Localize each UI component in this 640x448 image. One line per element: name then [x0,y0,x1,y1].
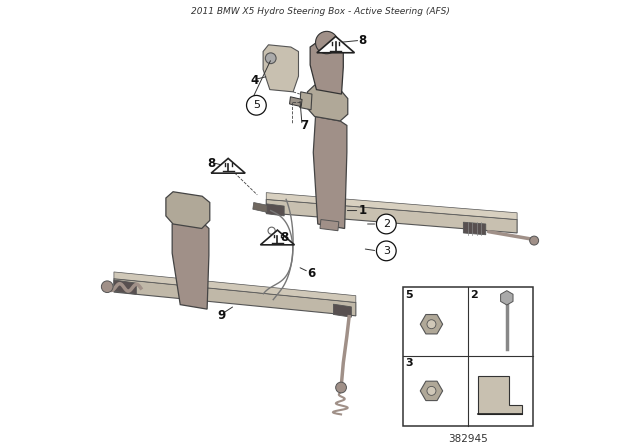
Text: 8: 8 [280,231,288,244]
Text: 9: 9 [218,309,225,323]
Circle shape [376,214,396,234]
Polygon shape [307,85,348,121]
Polygon shape [289,97,302,107]
Polygon shape [320,220,339,231]
Polygon shape [166,192,210,228]
Text: 1: 1 [358,204,367,217]
Polygon shape [263,45,298,92]
Text: 8: 8 [207,157,216,170]
Text: 2011 BMW X5 Hydro Steering Box - Active Steering (AFS): 2011 BMW X5 Hydro Steering Box - Active … [191,7,449,16]
Polygon shape [211,159,245,173]
Polygon shape [463,222,486,235]
Polygon shape [478,375,522,414]
Text: 3: 3 [383,246,390,256]
Text: 6: 6 [307,267,315,280]
Circle shape [101,281,113,293]
Polygon shape [317,36,355,53]
Text: 4: 4 [251,74,259,87]
Text: 2: 2 [383,219,390,229]
Circle shape [336,382,346,393]
Text: 7: 7 [300,119,308,132]
Polygon shape [310,43,343,94]
Text: 5: 5 [406,290,413,300]
Text: 382945: 382945 [448,434,488,444]
Text: 2: 2 [470,290,478,300]
Circle shape [376,241,396,261]
Circle shape [316,31,338,54]
Circle shape [268,227,275,234]
Text: 8: 8 [358,34,367,47]
Circle shape [427,386,436,395]
Polygon shape [266,199,517,233]
Polygon shape [260,230,294,245]
Polygon shape [114,279,356,316]
Polygon shape [114,272,356,302]
Polygon shape [300,92,312,110]
Polygon shape [172,217,209,309]
Text: 5: 5 [253,100,260,110]
Circle shape [427,320,436,329]
Circle shape [530,236,539,245]
Polygon shape [333,304,351,317]
Polygon shape [314,116,347,228]
Circle shape [266,53,276,64]
Polygon shape [253,202,267,212]
Bar [403,287,532,426]
Polygon shape [114,280,136,294]
Circle shape [246,95,266,115]
Text: 3: 3 [406,358,413,368]
Polygon shape [266,204,284,216]
Polygon shape [266,193,517,220]
